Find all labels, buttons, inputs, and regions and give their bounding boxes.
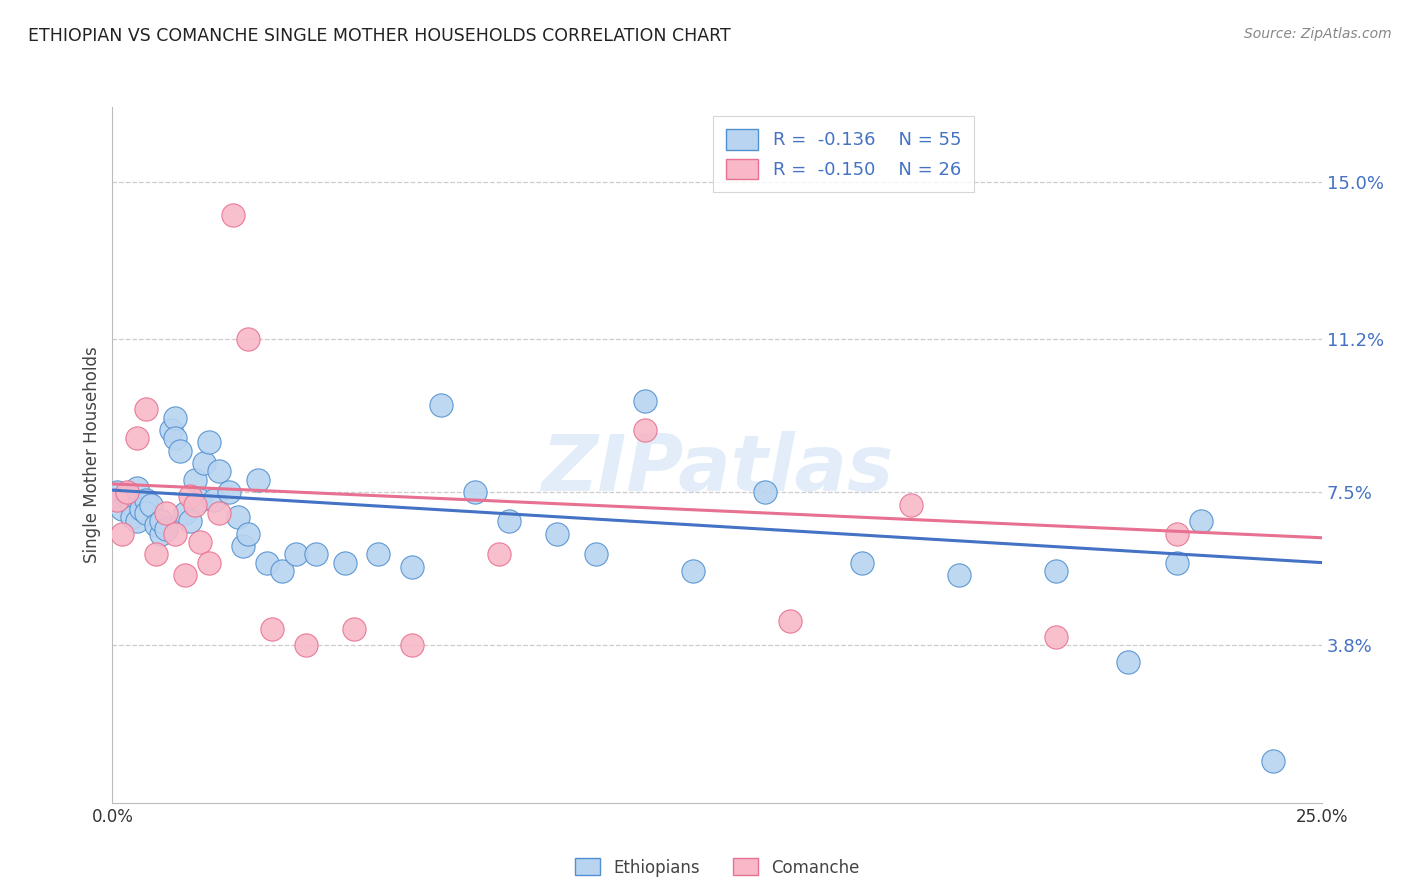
- Point: [633, 394, 655, 409]
- Point: [682, 564, 704, 578]
- Point: [232, 539, 254, 553]
- Point: [222, 208, 245, 222]
- Point: [754, 485, 776, 500]
- Point: [401, 639, 423, 653]
- Point: [105, 493, 128, 508]
- Point: [198, 435, 221, 450]
- Point: [121, 498, 143, 512]
- Text: ETHIOPIAN VS COMANCHE SINGLE MOTHER HOUSEHOLDS CORRELATION CHART: ETHIOPIAN VS COMANCHE SINGLE MOTHER HOUS…: [28, 27, 731, 45]
- Point: [111, 501, 134, 516]
- Point: [188, 493, 211, 508]
- Point: [779, 614, 801, 628]
- Point: [1166, 526, 1188, 541]
- Point: [285, 547, 308, 561]
- Point: [236, 332, 259, 346]
- Point: [174, 506, 197, 520]
- Point: [236, 526, 259, 541]
- Point: [115, 485, 138, 500]
- Point: [304, 547, 326, 561]
- Point: [121, 510, 143, 524]
- Point: [111, 493, 134, 508]
- Point: [900, 498, 922, 512]
- Point: [198, 556, 221, 570]
- Point: [246, 473, 269, 487]
- Point: [208, 465, 231, 479]
- Point: [208, 506, 231, 520]
- Point: [135, 493, 157, 508]
- Point: [585, 547, 607, 561]
- Point: [174, 568, 197, 582]
- Point: [165, 526, 187, 541]
- Point: [169, 443, 191, 458]
- Point: [948, 568, 970, 582]
- Point: [367, 547, 389, 561]
- Point: [125, 431, 148, 445]
- Point: [183, 473, 205, 487]
- Point: [165, 431, 187, 445]
- Point: [488, 547, 510, 561]
- Point: [131, 501, 153, 516]
- Point: [218, 485, 240, 500]
- Point: [256, 556, 278, 570]
- Point: [1116, 655, 1139, 669]
- Point: [202, 493, 225, 508]
- Legend: Ethiopians, Comanche: Ethiopians, Comanche: [567, 850, 868, 885]
- Point: [270, 564, 292, 578]
- Point: [464, 485, 486, 500]
- Point: [149, 514, 172, 528]
- Point: [141, 498, 163, 512]
- Point: [401, 559, 423, 574]
- Point: [135, 506, 157, 520]
- Point: [1045, 630, 1067, 644]
- Point: [179, 489, 201, 503]
- Point: [159, 423, 181, 437]
- Point: [851, 556, 873, 570]
- Point: [183, 498, 205, 512]
- Point: [633, 423, 655, 437]
- Point: [1045, 564, 1067, 578]
- Y-axis label: Single Mother Households: Single Mother Households: [83, 347, 101, 563]
- Point: [295, 639, 318, 653]
- Text: ZIPatlas: ZIPatlas: [541, 431, 893, 507]
- Point: [155, 506, 177, 520]
- Point: [343, 622, 366, 636]
- Point: [165, 410, 187, 425]
- Point: [1166, 556, 1188, 570]
- Point: [179, 514, 201, 528]
- Point: [125, 514, 148, 528]
- Point: [135, 402, 157, 417]
- Point: [188, 535, 211, 549]
- Point: [111, 526, 134, 541]
- Point: [226, 510, 249, 524]
- Point: [125, 481, 148, 495]
- Point: [262, 622, 284, 636]
- Point: [145, 518, 167, 533]
- Point: [145, 547, 167, 561]
- Point: [149, 526, 172, 541]
- Point: [546, 526, 568, 541]
- Point: [1263, 755, 1285, 769]
- Point: [1189, 514, 1212, 528]
- Point: [333, 556, 356, 570]
- Point: [155, 523, 177, 537]
- Point: [105, 485, 128, 500]
- Point: [115, 489, 138, 503]
- Text: Source: ZipAtlas.com: Source: ZipAtlas.com: [1244, 27, 1392, 41]
- Point: [498, 514, 520, 528]
- Point: [193, 456, 215, 470]
- Point: [430, 398, 453, 412]
